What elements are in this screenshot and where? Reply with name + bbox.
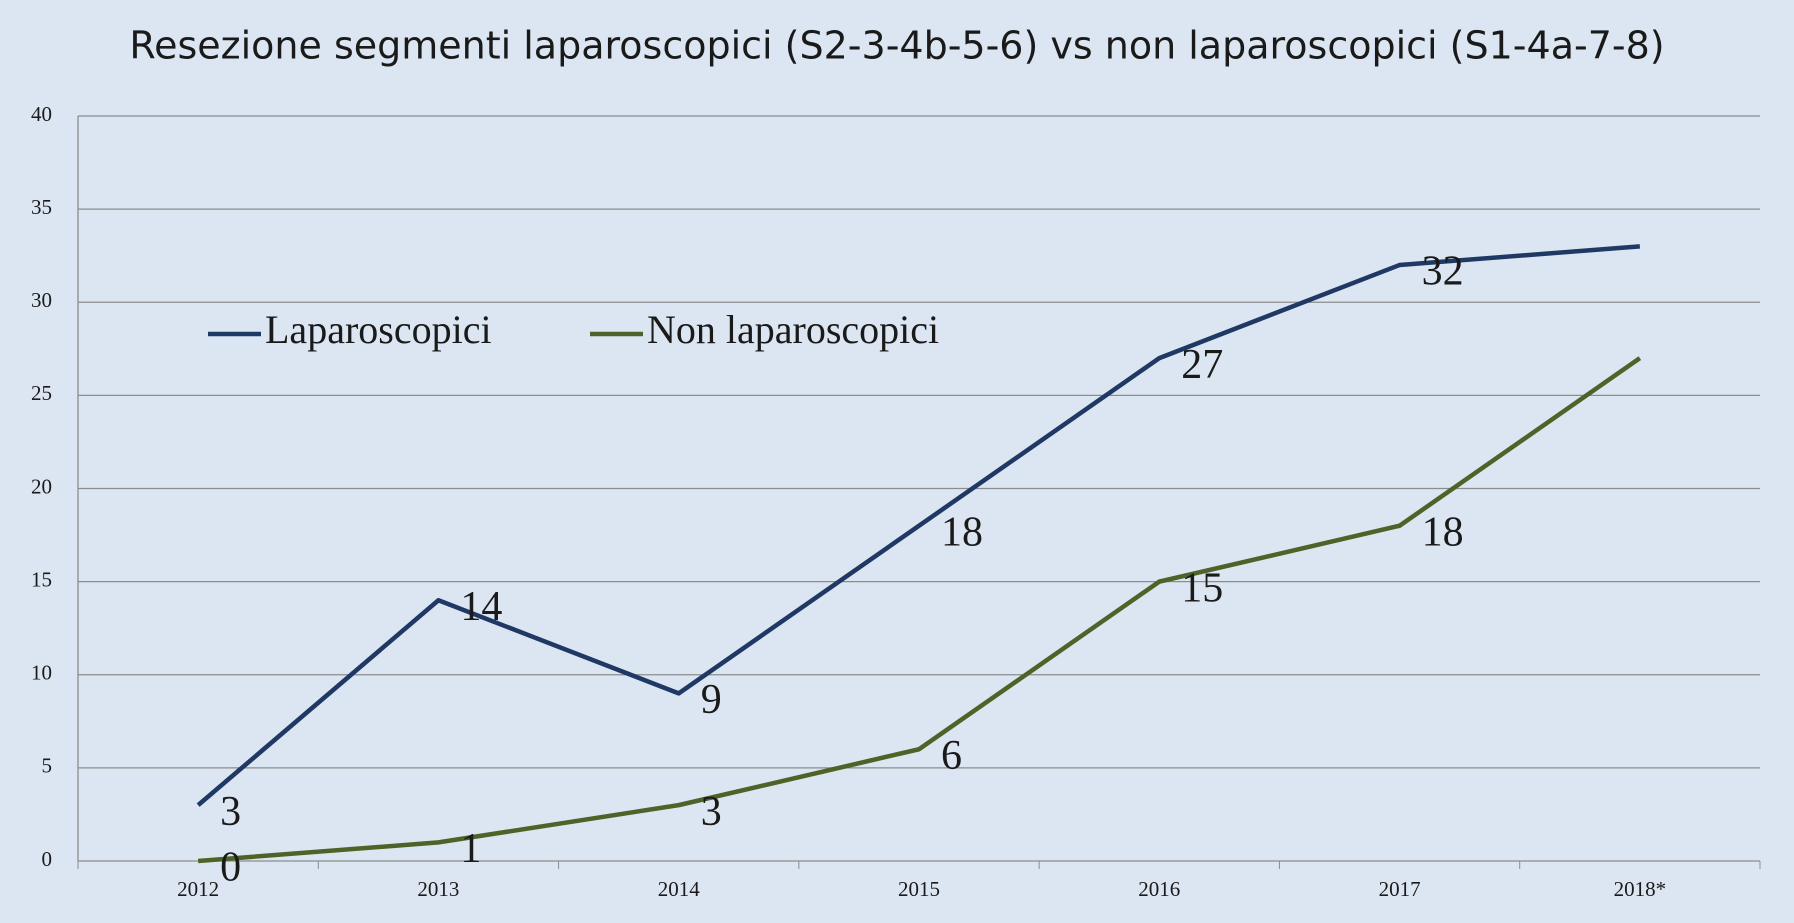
y-tick-label: 25: [31, 381, 52, 405]
y-tick-label: 10: [31, 661, 52, 685]
chart-title: Resezione segmenti laparoscopici (S2-3-4…: [129, 24, 1664, 68]
data-label: 6: [941, 733, 962, 779]
y-tick-label: 20: [31, 474, 52, 498]
data-label: 9: [701, 677, 722, 723]
x-tick-label: 2012: [177, 877, 219, 901]
legend-label: Non laparoscopici: [647, 307, 939, 352]
y-tick-label: 40: [31, 102, 52, 126]
y-tick-label: 5: [42, 754, 53, 778]
data-label: 3: [701, 789, 722, 835]
y-tick-label: 15: [31, 567, 52, 591]
x-tick-label: 2018*: [1614, 877, 1667, 901]
x-tick-label: 2017: [1379, 877, 1421, 901]
series-line: [197, 356, 1642, 864]
series-line: [196, 244, 1641, 807]
x-tick-label: 2016: [1138, 877, 1180, 901]
data-label: 0: [220, 845, 241, 891]
data-label: 1: [460, 826, 481, 872]
y-tick-label: 0: [42, 847, 53, 871]
legend-label: Laparoscopici: [265, 307, 492, 352]
y-tick-label: 35: [31, 195, 52, 219]
data-label: 14: [460, 584, 502, 630]
data-label: 18: [941, 509, 983, 555]
data-label: 15: [1181, 565, 1223, 611]
x-tick-label: 2014: [658, 877, 701, 901]
x-tick-label: 2015: [898, 877, 940, 901]
x-tick-label: 2013: [417, 877, 459, 901]
data-label: 18: [1422, 509, 1464, 555]
data-label: 3: [220, 789, 241, 835]
y-tick-label: 30: [31, 288, 52, 312]
data-label: 32: [1422, 249, 1464, 295]
data-label: 27: [1181, 342, 1223, 388]
